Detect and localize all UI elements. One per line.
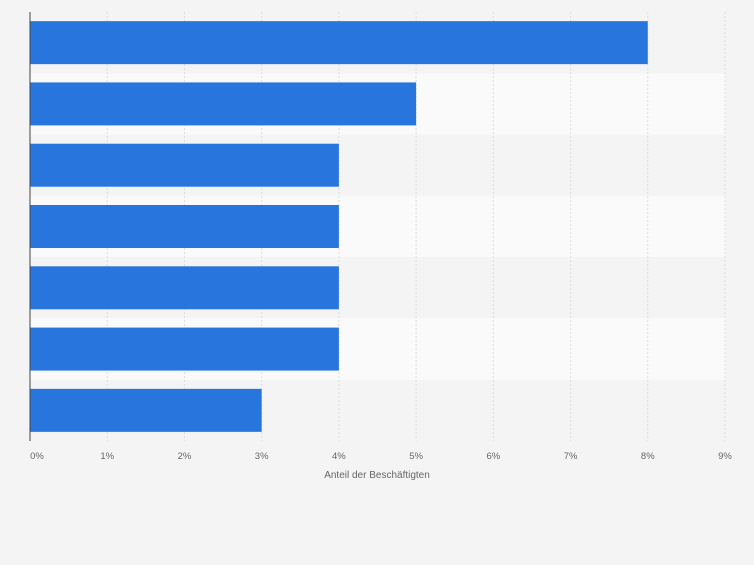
x-tick-label: 2%: [178, 451, 192, 462]
x-tick-label: 8%: [641, 451, 655, 462]
bar: [30, 388, 262, 432]
bar: [30, 21, 648, 65]
x-tick-label: 1%: [100, 451, 114, 462]
bar: [30, 327, 339, 371]
x-tick-labels: 0% 1% 2% 3% 4% 5% 6% 7% 8% 9%: [30, 451, 732, 462]
x-axis-label: Anteil der Beschäftigten: [324, 470, 430, 481]
x-tick-label: 7%: [564, 451, 578, 462]
bar: [30, 205, 339, 248]
x-tick-label: 6%: [486, 451, 500, 462]
x-tick-label: 3%: [255, 451, 269, 462]
x-tick-label: 4%: [332, 451, 346, 462]
bar: [30, 82, 417, 126]
bars: [30, 21, 648, 432]
x-tick-label: 9%: [718, 451, 732, 462]
bar: [30, 266, 339, 310]
bar: [30, 143, 339, 187]
x-tick-label: 5%: [409, 451, 423, 462]
x-tick-label: 0%: [30, 451, 44, 462]
